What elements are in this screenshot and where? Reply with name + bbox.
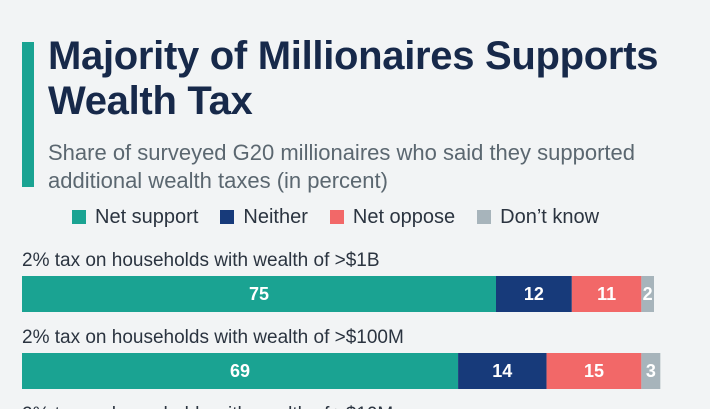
bar-segment [458,353,547,389]
legend-swatch [477,210,492,224]
legend-item: Don’t know [477,206,599,229]
bar-segment [22,353,459,389]
legend-label: Net support [95,205,199,228]
bar-segment [22,276,496,312]
category-label: 2% tax on households with wealth of >$10… [22,404,393,409]
data-label: 75 [249,284,269,304]
chart-legend: Net support Neither Net oppose Don’t know [72,205,621,229]
legend-item: Net support [72,206,198,229]
category-label: 2% tax on households with wealth of >$10… [22,327,404,348]
bar-segment [641,353,661,389]
bar-segment [641,276,654,312]
chart-title: Majority of Millionaires Supports Wealth… [48,34,659,123]
legend-item: Net oppose [329,205,456,229]
data-label: 69 [230,361,250,381]
legend-item: Neither [220,205,308,229]
legend-swatch [329,210,344,224]
data-label: 14 [492,361,512,381]
data-label: 11 [597,284,616,304]
category-label: 2% tax on households with wealth of >$1B [22,250,380,271]
title-accent-bar [22,42,34,187]
bar-segment [496,276,572,312]
bar-segment [571,276,642,312]
legend-swatch [220,210,235,224]
bar-segment [546,353,642,389]
data-label: 15 [584,361,604,381]
chart-subtitle: Share of surveyed G20 millionaires who s… [48,140,635,193]
data-label: 2 [643,284,653,304]
data-label: 12 [524,284,544,304]
legend-label: Net oppose [352,205,456,228]
legend-label: Don’t know [500,205,600,228]
data-label: 3 [646,361,656,381]
legend-swatch [72,210,86,224]
legend-label: Neither [243,205,308,228]
